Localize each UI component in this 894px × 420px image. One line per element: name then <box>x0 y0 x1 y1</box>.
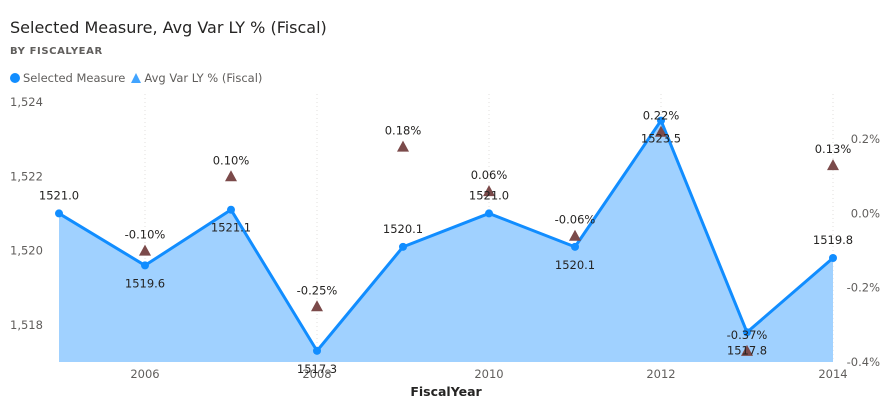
data-point-avg-var <box>655 125 667 137</box>
y-right-tick-label: 0.0% <box>851 206 880 220</box>
x-tick-label: 2010 <box>474 367 503 381</box>
legend-item-avg-var[interactable]: Avg Var LY % (Fiscal) <box>131 71 262 85</box>
chart-title: Selected Measure, Avg Var LY % (Fiscal) <box>10 18 327 37</box>
data-label-avg-var: -0.10% <box>125 228 166 242</box>
y-left-tick-label: 1,520 <box>10 244 43 258</box>
data-point-selected-measure <box>399 242 407 251</box>
data-label-avg-var: -0.25% <box>297 283 338 297</box>
data-label-selected-measure: 1521.1 <box>211 221 251 235</box>
data-label-selected-measure: 1523.5 <box>641 132 681 146</box>
data-point-avg-var <box>225 170 237 182</box>
legend-label-avg-var: Avg Var LY % (Fiscal) <box>144 71 263 85</box>
data-label-avg-var: 0.22% <box>643 109 680 123</box>
data-point-selected-measure <box>657 116 665 125</box>
y-left-tick-label: 1,518 <box>10 318 43 332</box>
data-point-avg-var <box>827 159 839 171</box>
data-point-selected-measure <box>743 328 751 337</box>
chart-subtitle: BY FISCALYEAR <box>10 46 103 57</box>
y-left-tick-label: 1,524 <box>10 95 43 109</box>
data-point-selected-measure <box>313 346 321 355</box>
legend-label-selected-measure: Selected Measure <box>23 71 126 85</box>
y-right-tick-label: -0.2% <box>847 281 880 295</box>
data-label-avg-var: 0.18% <box>385 124 422 138</box>
data-point-selected-measure <box>55 209 63 218</box>
series-line-selected-measure <box>58 119 834 353</box>
x-tick-label: 2006 <box>130 367 159 381</box>
legend-triangle-icon <box>131 73 142 83</box>
data-label-avg-var: -0.37% <box>727 328 768 342</box>
data-point-avg-var <box>741 344 753 356</box>
data-label-selected-measure: 1520.1 <box>383 222 423 236</box>
data-label-avg-var: 0.06% <box>471 168 508 182</box>
y-right-tick-label: -0.4% <box>847 355 880 369</box>
x-tick-label: 2014 <box>818 367 847 381</box>
data-point-selected-measure <box>227 205 235 214</box>
series-area-selected-measure <box>59 120 833 362</box>
data-label-selected-measure: 1519.6 <box>125 276 165 290</box>
data-label-selected-measure: 1521.0 <box>469 188 509 202</box>
data-point-avg-var <box>311 300 323 312</box>
data-point-selected-measure <box>571 242 579 251</box>
x-axis-title: FiscalYear <box>410 384 482 399</box>
y-left-tick-label: 1,522 <box>10 169 43 183</box>
data-point-selected-measure <box>485 209 493 218</box>
data-point-avg-var <box>397 140 409 152</box>
data-label-selected-measure: 1519.8 <box>813 233 853 247</box>
legend-item-selected-measure[interactable]: Selected Measure <box>10 71 125 85</box>
y-right-tick-label: 0.2% <box>851 132 880 146</box>
chart-legend: Selected Measure Avg Var LY % (Fiscal) <box>10 71 268 85</box>
data-point-selected-measure <box>829 254 837 262</box>
x-tick-label: 2008 <box>302 367 331 381</box>
x-tick-label: 2012 <box>646 367 675 381</box>
data-point-avg-var <box>483 185 495 197</box>
data-label-avg-var: 0.10% <box>213 153 250 167</box>
data-label-avg-var: -0.06% <box>555 213 596 227</box>
data-label-selected-measure: 1520.1 <box>555 258 595 272</box>
data-label-selected-measure: 1517.3 <box>297 362 337 376</box>
data-label-selected-measure: 1517.8 <box>727 343 767 357</box>
data-label-avg-var: 0.13% <box>815 142 852 156</box>
data-point-selected-measure <box>141 261 149 270</box>
data-point-avg-var <box>569 229 581 241</box>
legend-circle-icon <box>10 73 20 83</box>
data-label-selected-measure: 1521.0 <box>39 188 79 202</box>
data-point-avg-var <box>139 244 151 256</box>
